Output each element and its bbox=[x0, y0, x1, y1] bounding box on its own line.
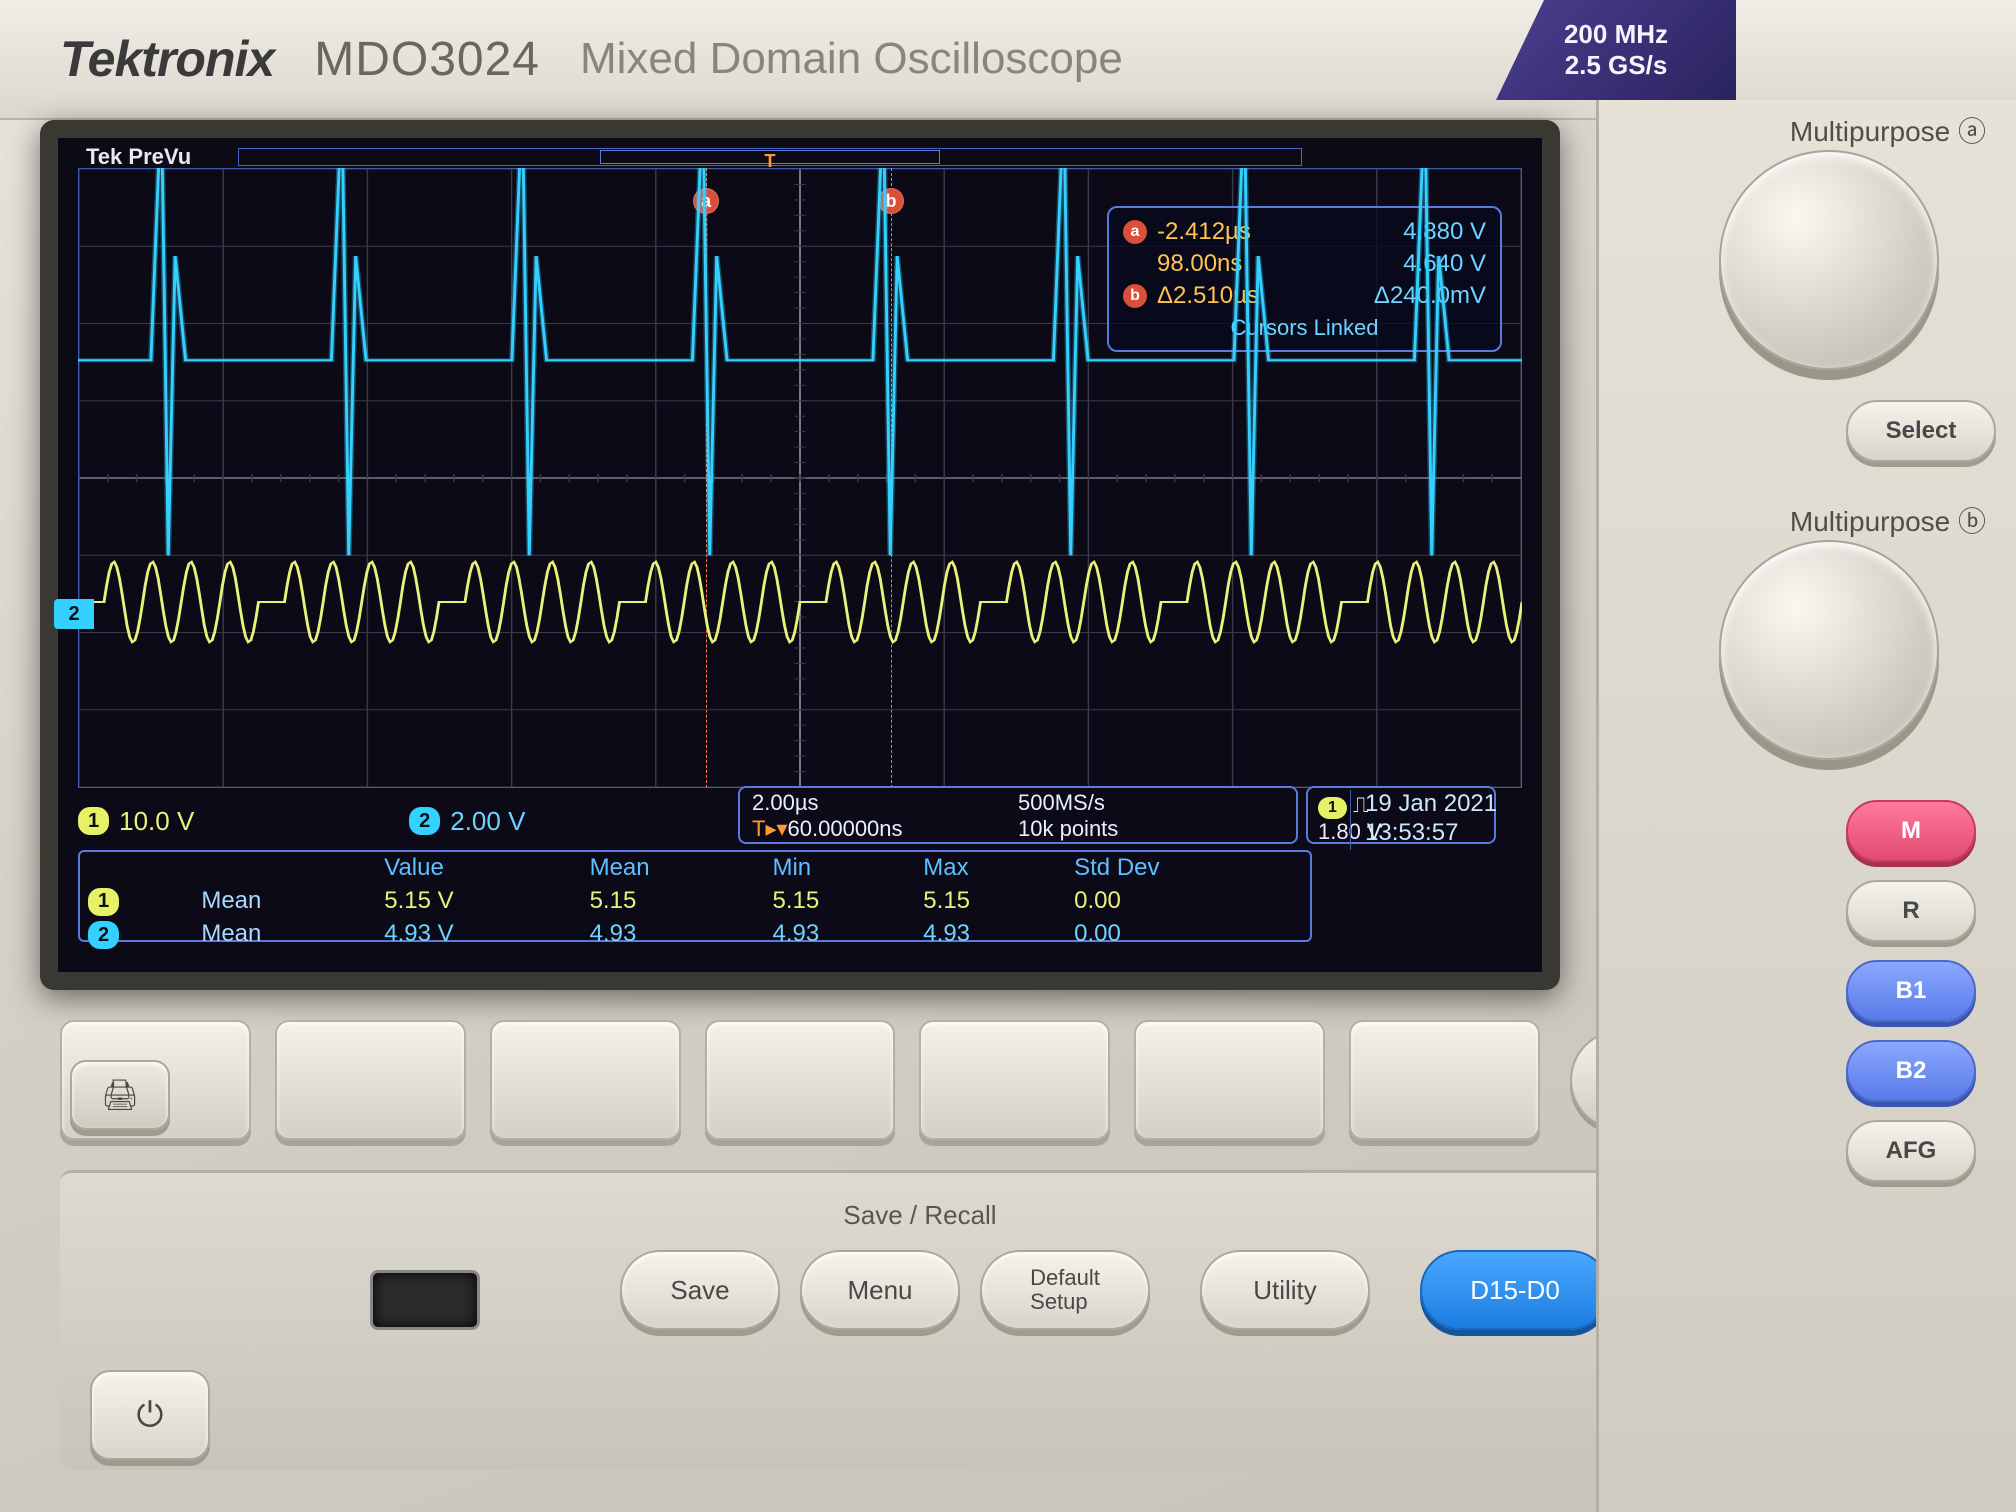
ch1-pill[interactable]: 1 bbox=[78, 807, 109, 835]
acquisition-readout: 2.00µs 500MS/s T▸▾60.00000ns 10k points bbox=[738, 786, 1298, 844]
ch1-scale: 10.0 V bbox=[119, 806, 289, 837]
bus2-button[interactable]: B2 bbox=[1846, 1040, 1976, 1102]
lcd-screen: Tek PreVu T a b a -2.412µs 4.8 bbox=[40, 120, 1560, 990]
delay-prefix: T▸▾ bbox=[752, 816, 788, 841]
date-value: 19 Jan 2021 bbox=[1365, 790, 1550, 819]
softkey-row bbox=[60, 1020, 1540, 1140]
ref-button[interactable]: R bbox=[1846, 880, 1976, 942]
softkey-6[interactable] bbox=[1134, 1020, 1325, 1140]
select-button[interactable]: Select bbox=[1846, 400, 1996, 462]
multipurpose-b-knob[interactable] bbox=[1719, 540, 1939, 760]
waveform-svg bbox=[78, 168, 1522, 788]
bus1-button[interactable]: B1 bbox=[1846, 960, 1976, 1022]
badge-bandwidth: 200 MHz bbox=[1564, 19, 1668, 50]
ch2-ground-marker[interactable]: 2 bbox=[54, 599, 94, 629]
softkey-7[interactable] bbox=[1349, 1020, 1540, 1140]
brand-logo: Tektronix bbox=[60, 30, 274, 88]
math-button[interactable]: M bbox=[1846, 800, 1976, 862]
device-bezel: Tektronix MDO3024 Mixed Domain Oscillosc… bbox=[0, 0, 2016, 1512]
ch2-trace bbox=[78, 562, 1522, 642]
menu-button[interactable]: Menu bbox=[800, 1250, 960, 1330]
model-number: MDO3024 bbox=[314, 32, 540, 87]
ch1-trace-glow bbox=[78, 168, 1522, 556]
softkey-4[interactable] bbox=[705, 1020, 896, 1140]
datetime-readout: 19 Jan 2021 13:53:57 bbox=[1350, 790, 1550, 850]
multipurpose-b-label: Multipurpose ⓑ bbox=[1790, 500, 1986, 540]
right-control-column: Multipurpose ⓐ Select Multipurpose ⓑ M R… bbox=[1596, 100, 2016, 1512]
print-button[interactable]: 🖨 bbox=[70, 1060, 170, 1130]
ch2-pill[interactable]: 2 bbox=[409, 807, 440, 835]
measurement-table: ValueMeanMinMaxStd Dev 1 Mean 5.15 V 5.1… bbox=[78, 850, 1312, 942]
softkey-2[interactable] bbox=[275, 1020, 466, 1140]
default-setup-button[interactable]: Default Setup bbox=[980, 1250, 1150, 1330]
bandwidth-badge: 200 MHz 2.5 GS/s bbox=[1496, 0, 1736, 100]
save-button[interactable]: Save bbox=[620, 1250, 780, 1330]
acquisition-mode-label: Tek PreVu bbox=[86, 144, 191, 170]
multipurpose-a-label: Multipurpose ⓐ bbox=[1790, 110, 1986, 150]
badge-samplerate: 2.5 GS/s bbox=[1565, 50, 1668, 81]
delay-value: 60.00000ns bbox=[788, 816, 903, 841]
ch2-scale: 2.00 V bbox=[450, 806, 525, 837]
softkey-3[interactable] bbox=[490, 1020, 681, 1140]
afg-button[interactable]: AFG bbox=[1846, 1120, 1976, 1182]
digital-channels-button[interactable]: D15-D0 bbox=[1420, 1250, 1610, 1330]
timebase-value: 2.00µs bbox=[752, 790, 1018, 816]
trigger-source-pill: 1 bbox=[1318, 797, 1347, 819]
usb-port[interactable] bbox=[370, 1270, 480, 1330]
record-overview-bar: T bbox=[238, 148, 1302, 166]
model-subtitle: Mixed Domain Oscilloscope bbox=[580, 34, 1123, 84]
utility-button[interactable]: Utility bbox=[1200, 1250, 1370, 1330]
record-length-value: 10k points bbox=[1018, 816, 1284, 842]
softkey-5[interactable] bbox=[919, 1020, 1110, 1140]
multipurpose-a-knob[interactable] bbox=[1719, 150, 1939, 370]
save-recall-group-label: Save / Recall bbox=[720, 1200, 1120, 1231]
time-value: 13:53:57 bbox=[1365, 819, 1550, 848]
power-button[interactable]: ⏻ bbox=[90, 1370, 210, 1460]
sample-rate-value: 500MS/s bbox=[1018, 790, 1284, 816]
